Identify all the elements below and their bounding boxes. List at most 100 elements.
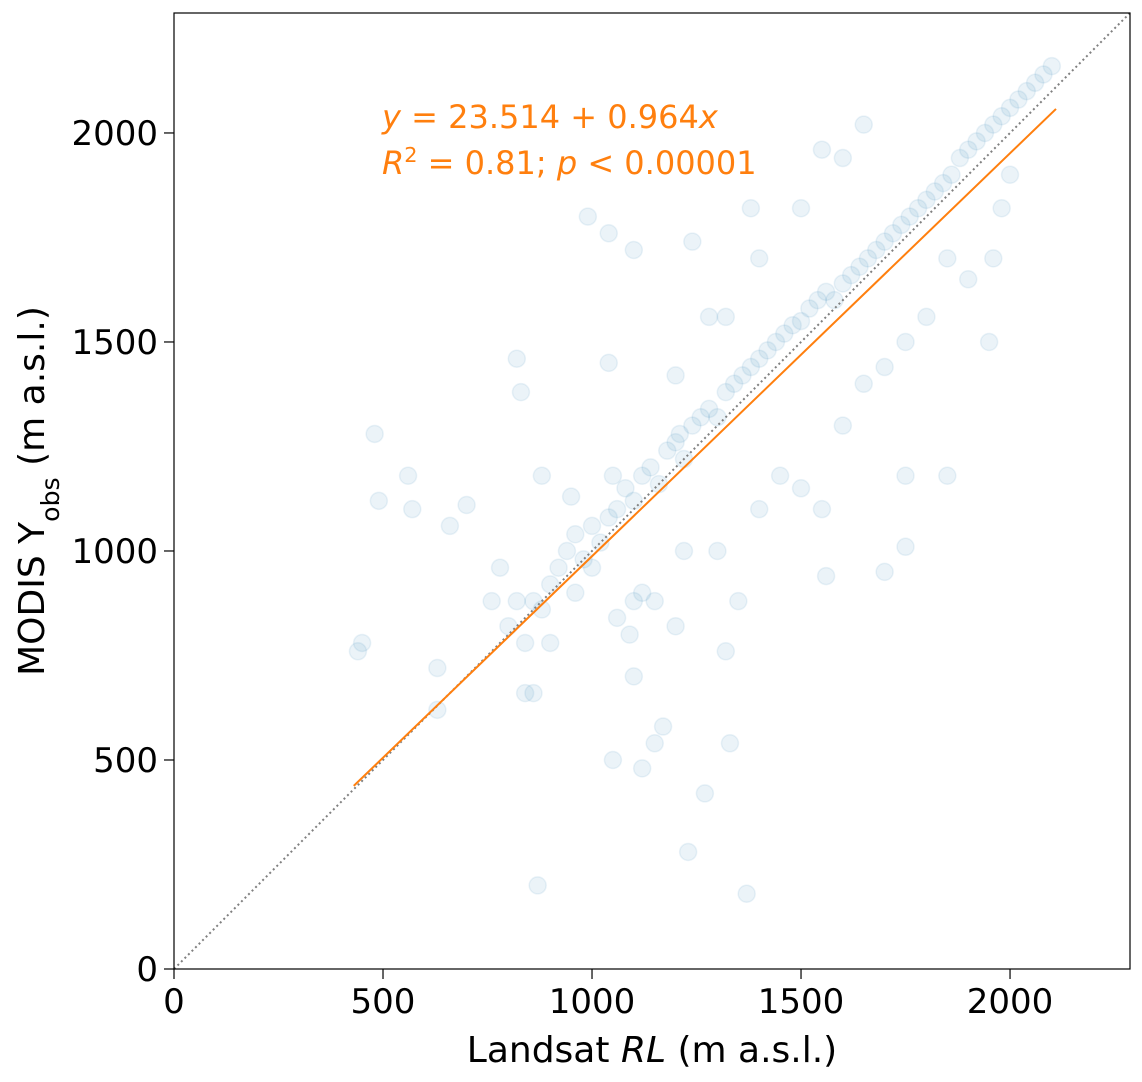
scatter-point (666, 616, 685, 636)
scatter-point (984, 249, 1003, 268)
scatter-point (369, 491, 389, 511)
scatter-point (699, 399, 719, 419)
scatter-point (896, 332, 915, 352)
scatter-point (352, 633, 372, 653)
scatter-point (403, 499, 422, 519)
scatter-point (428, 700, 447, 720)
scatter-point (992, 106, 1011, 126)
scatter-point (833, 416, 853, 435)
scatter-point (1034, 65, 1053, 84)
scatter-point (900, 207, 919, 226)
scatter-point (775, 324, 794, 343)
scatter-point (741, 357, 761, 377)
scatter-point (528, 876, 547, 895)
scatter-point (1017, 81, 1037, 101)
scatter-point (908, 198, 928, 218)
scatter-point (624, 240, 644, 260)
scatter-point (708, 407, 727, 427)
y-tick-label: 2000 (71, 114, 158, 154)
scatter-point (624, 591, 644, 611)
scatter-point (875, 562, 894, 582)
scatter-point (833, 148, 853, 168)
scatter-point (984, 115, 1003, 134)
scatter-point (808, 290, 827, 310)
text-part: x (698, 98, 719, 136)
y-tick-label: 0 (136, 950, 158, 990)
scatter-point (933, 173, 953, 193)
scatter-point (1042, 56, 1062, 76)
scatter-point (683, 232, 702, 251)
scatter-point (896, 537, 915, 557)
scatter-point (975, 123, 995, 143)
text-part: p (556, 144, 577, 182)
scatter-point (741, 198, 761, 218)
scatter-point (540, 633, 560, 653)
scatter-point (645, 591, 664, 611)
scatter-point (624, 667, 644, 686)
scatter-point (365, 424, 384, 444)
scatter-point (841, 265, 861, 285)
scatter-point (490, 558, 510, 577)
scatter-point (791, 198, 811, 218)
scatter-point (616, 479, 635, 498)
scatter-point (566, 525, 585, 544)
scatter-point (812, 499, 832, 519)
scatter-point (620, 625, 639, 644)
scatter-point (603, 466, 623, 485)
scatter-point (348, 642, 368, 661)
scatter-point (428, 658, 447, 678)
scatter-point (603, 750, 623, 770)
scatter-point (457, 495, 476, 515)
fit-line (353, 108, 1057, 787)
scatter-point (1025, 73, 1045, 93)
scatter-point (812, 140, 832, 159)
scatter-point (816, 566, 836, 586)
text-part: (m a.s.l.) (12, 306, 53, 477)
scatter-point (791, 311, 811, 331)
scatter-point (607, 499, 627, 519)
scatter-point (632, 759, 652, 778)
scatter-point (557, 541, 577, 561)
scatter-point (917, 190, 936, 210)
scatter-point (499, 616, 518, 636)
scatter-point (653, 717, 673, 736)
scatter-point (524, 683, 543, 703)
text-part: MODIS Y (12, 521, 53, 676)
scatter-point (632, 466, 652, 485)
scatter-point (749, 499, 769, 519)
plot-frame (173, 12, 1131, 970)
text-part: < 0.00001 (577, 144, 756, 182)
scatter-point (729, 591, 748, 611)
scatter-point (624, 491, 644, 511)
scatter-point (582, 558, 602, 577)
scatter-point (716, 642, 736, 661)
scatter-point (511, 382, 531, 402)
scatter-point (720, 734, 740, 753)
y-axis-label: MODIS Yobs (m a.s.l.) (12, 306, 65, 676)
scatter-point (561, 487, 581, 506)
text-part: = 23.514 + 0.964 (401, 98, 699, 136)
identity-line (173, 12, 1131, 970)
x-tick-label: 1500 (758, 982, 845, 1022)
scatter-point (979, 332, 999, 352)
scatter-point (678, 842, 698, 862)
scatter-point (507, 349, 527, 368)
scatter-point (699, 307, 719, 327)
scatter-point (733, 366, 752, 385)
scatter-point (938, 249, 957, 268)
scatter-point (967, 132, 986, 151)
scatter-point (666, 433, 685, 452)
scatter-point (599, 353, 618, 373)
x-tick-label: 500 (351, 982, 416, 1022)
y-tick-label: 500 (93, 741, 158, 781)
scatter-point (825, 290, 844, 310)
text-part: = 0.81; (417, 144, 556, 182)
annotation: y = 23.514 + 0.964x (381, 98, 719, 136)
scatter-point (883, 224, 903, 243)
scatter-point (867, 240, 886, 260)
scatter-point (440, 516, 460, 536)
scatter-point (850, 257, 869, 276)
scatter-point (958, 270, 978, 289)
scatter-point (716, 382, 736, 402)
